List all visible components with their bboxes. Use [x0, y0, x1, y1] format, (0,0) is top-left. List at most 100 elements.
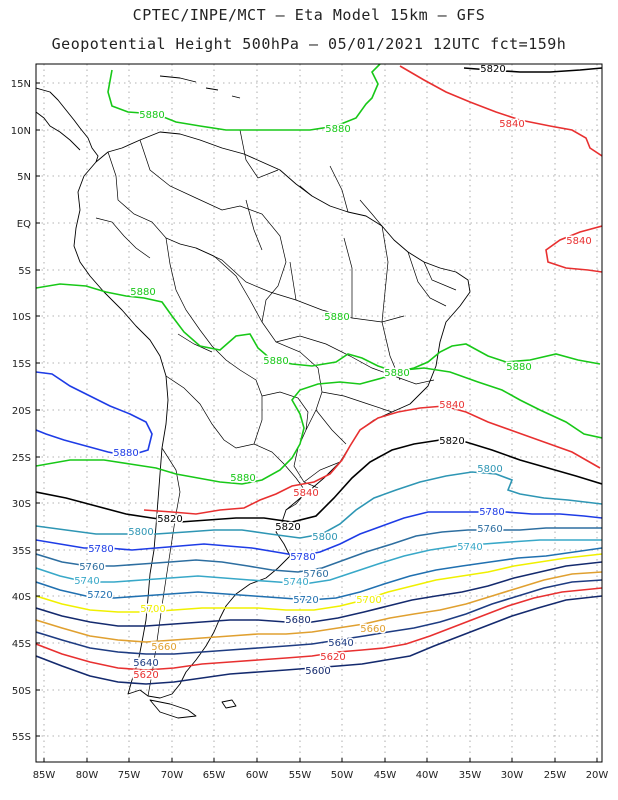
longitude-labels: 85W 80W 75W 70W 65W 60W 55W 50W 45W 40W 35W 30W 25W 2…: [33, 770, 609, 781]
contour-label-5660: 5660: [151, 642, 176, 653]
contour-label-5640: 5640: [133, 658, 158, 669]
contour-5880-central: [36, 283, 601, 373]
contour-5840-east: [545, 225, 602, 273]
contour-5820-north: [463, 67, 602, 73]
contour-label-5880: 5880: [384, 368, 409, 379]
contour-label-5740: 5740: [74, 576, 99, 587]
contour-5740: [36, 539, 602, 585]
contour-5800: [36, 471, 602, 539]
contour-label-5880: 5880: [139, 110, 164, 121]
lat-label-5s: 5S: [18, 266, 31, 277]
contour-label-5820: 5820: [157, 514, 182, 525]
contour-5640: [36, 579, 602, 655]
lon-label-80w: 80W: [76, 770, 99, 781]
lon-label-55w: 55W: [289, 770, 312, 781]
contour-label-5840: 5840: [439, 400, 464, 411]
contour-label-5680: 5680: [285, 615, 310, 626]
contour-label-5700: 5700: [140, 604, 165, 615]
contour-label-5640: 5640: [328, 638, 353, 649]
contour-5660: [36, 571, 602, 643]
contour-label-5780: 5780: [88, 544, 113, 555]
contour-label-5820: 5820: [439, 436, 464, 447]
lat-label-15s: 15S: [12, 359, 31, 370]
contour-5840-north: [399, 65, 602, 157]
contour-label-5820: 5820: [480, 64, 505, 75]
contour-label-5880: 5880: [113, 448, 138, 459]
lat-label-20s: 20S: [12, 406, 31, 417]
lon-label-40w: 40W: [416, 770, 439, 781]
lat-label-30s: 30S: [12, 499, 31, 510]
contour-label-5800: 5800: [312, 532, 337, 543]
contour-label-5880: 5880: [324, 312, 349, 323]
lon-label-70w: 70W: [161, 770, 184, 781]
lat-label-40s: 40S: [12, 592, 31, 603]
contour-5600: [36, 595, 602, 685]
lon-label-65w: 65W: [203, 770, 226, 781]
lon-label-30w: 30W: [501, 770, 524, 781]
contour-label-5720: 5720: [293, 595, 318, 606]
contour-5880-south: [36, 367, 602, 485]
lat-label-10n: 10N: [11, 126, 31, 137]
contour-label-5840: 5840: [293, 488, 318, 499]
contour-5700: [36, 553, 602, 613]
contour-label-5880: 5880: [325, 124, 350, 135]
coastline: [36, 75, 471, 719]
contour-label-5800: 5800: [128, 527, 153, 538]
contour-5620: [36, 587, 602, 671]
contour-5720: [36, 547, 602, 601]
contour-label-5620: 5620: [133, 670, 158, 681]
lon-label-25w: 25W: [544, 770, 567, 781]
lat-label-55s: 55S: [12, 732, 31, 743]
contour-label-5880: 5880: [263, 356, 288, 367]
lon-label-85w: 85W: [33, 770, 56, 781]
lat-label-10s: 10S: [12, 312, 31, 323]
contour-5680: [36, 561, 602, 627]
contour-label-5620: 5620: [320, 652, 345, 663]
map-subtitle: Geopotential Height 500hPa — 05/01/2021 …: [51, 35, 567, 53]
axis-ticks: [36, 82, 598, 762]
contour-label-5760: 5760: [477, 524, 502, 535]
lat-label-15n: 15N: [11, 79, 31, 90]
contour-5820-main: [36, 439, 602, 523]
contour-label-5820: 5820: [275, 522, 300, 533]
contour-label-5880: 5880: [130, 287, 155, 298]
contour-label-5780: 5780: [290, 552, 315, 563]
contour-label-5760: 5760: [303, 569, 328, 580]
contour-5840-main: [143, 405, 601, 515]
contour-5780-west: [36, 371, 153, 457]
contour-label-5800: 5800: [477, 464, 502, 475]
lat-label-25s: 25S: [12, 453, 31, 464]
contour-label-5740: 5740: [457, 542, 482, 553]
contour-labels: 5880 5880 5880 5880 5880 5880 5880 5880 5840 5840…: [73, 64, 593, 683]
latitude-labels: 15N 10N 5N EQ 5S 10S 15S 20S 25S 30S 35S 40S 45S 50S 5…: [11, 79, 31, 743]
contour-5780-main: [36, 511, 602, 557]
contour-5760: [36, 527, 602, 573]
contour-label-5880: 5880: [506, 362, 531, 373]
lat-label-45s: 45S: [12, 639, 31, 650]
lon-label-50w: 50W: [331, 770, 354, 781]
lat-label-50s: 50S: [12, 686, 31, 697]
contour-label-5700: 5700: [356, 595, 381, 606]
lat-lon-grid: [36, 64, 602, 762]
contour-lines: [36, 64, 602, 685]
contour-label-5780: 5780: [479, 507, 504, 518]
lon-label-35w: 35W: [459, 770, 482, 781]
contour-label-5660: 5660: [360, 624, 385, 635]
lat-label-35s: 35S: [12, 546, 31, 557]
map-title: CPTEC/INPE/MCT — Eta Model 15km — GFS: [132, 6, 486, 24]
contour-label-5760: 5760: [79, 562, 104, 573]
contour-label-5840: 5840: [566, 236, 591, 247]
lat-label-eq: EQ: [17, 219, 31, 230]
contour-label-5720: 5720: [87, 590, 112, 601]
lon-label-60w: 60W: [246, 770, 269, 781]
plot-frame: [35, 63, 603, 763]
contour-5880-north: [107, 64, 381, 131]
lat-label-5n: 5N: [17, 172, 31, 183]
contour-label-5840: 5840: [499, 119, 524, 130]
contour-label-5600: 5600: [305, 666, 330, 677]
lon-label-20w: 20W: [586, 770, 609, 781]
contour-label-5740: 5740: [283, 577, 308, 588]
contour-label-5880: 5880: [230, 473, 255, 484]
lon-label-45w: 45W: [374, 770, 397, 781]
